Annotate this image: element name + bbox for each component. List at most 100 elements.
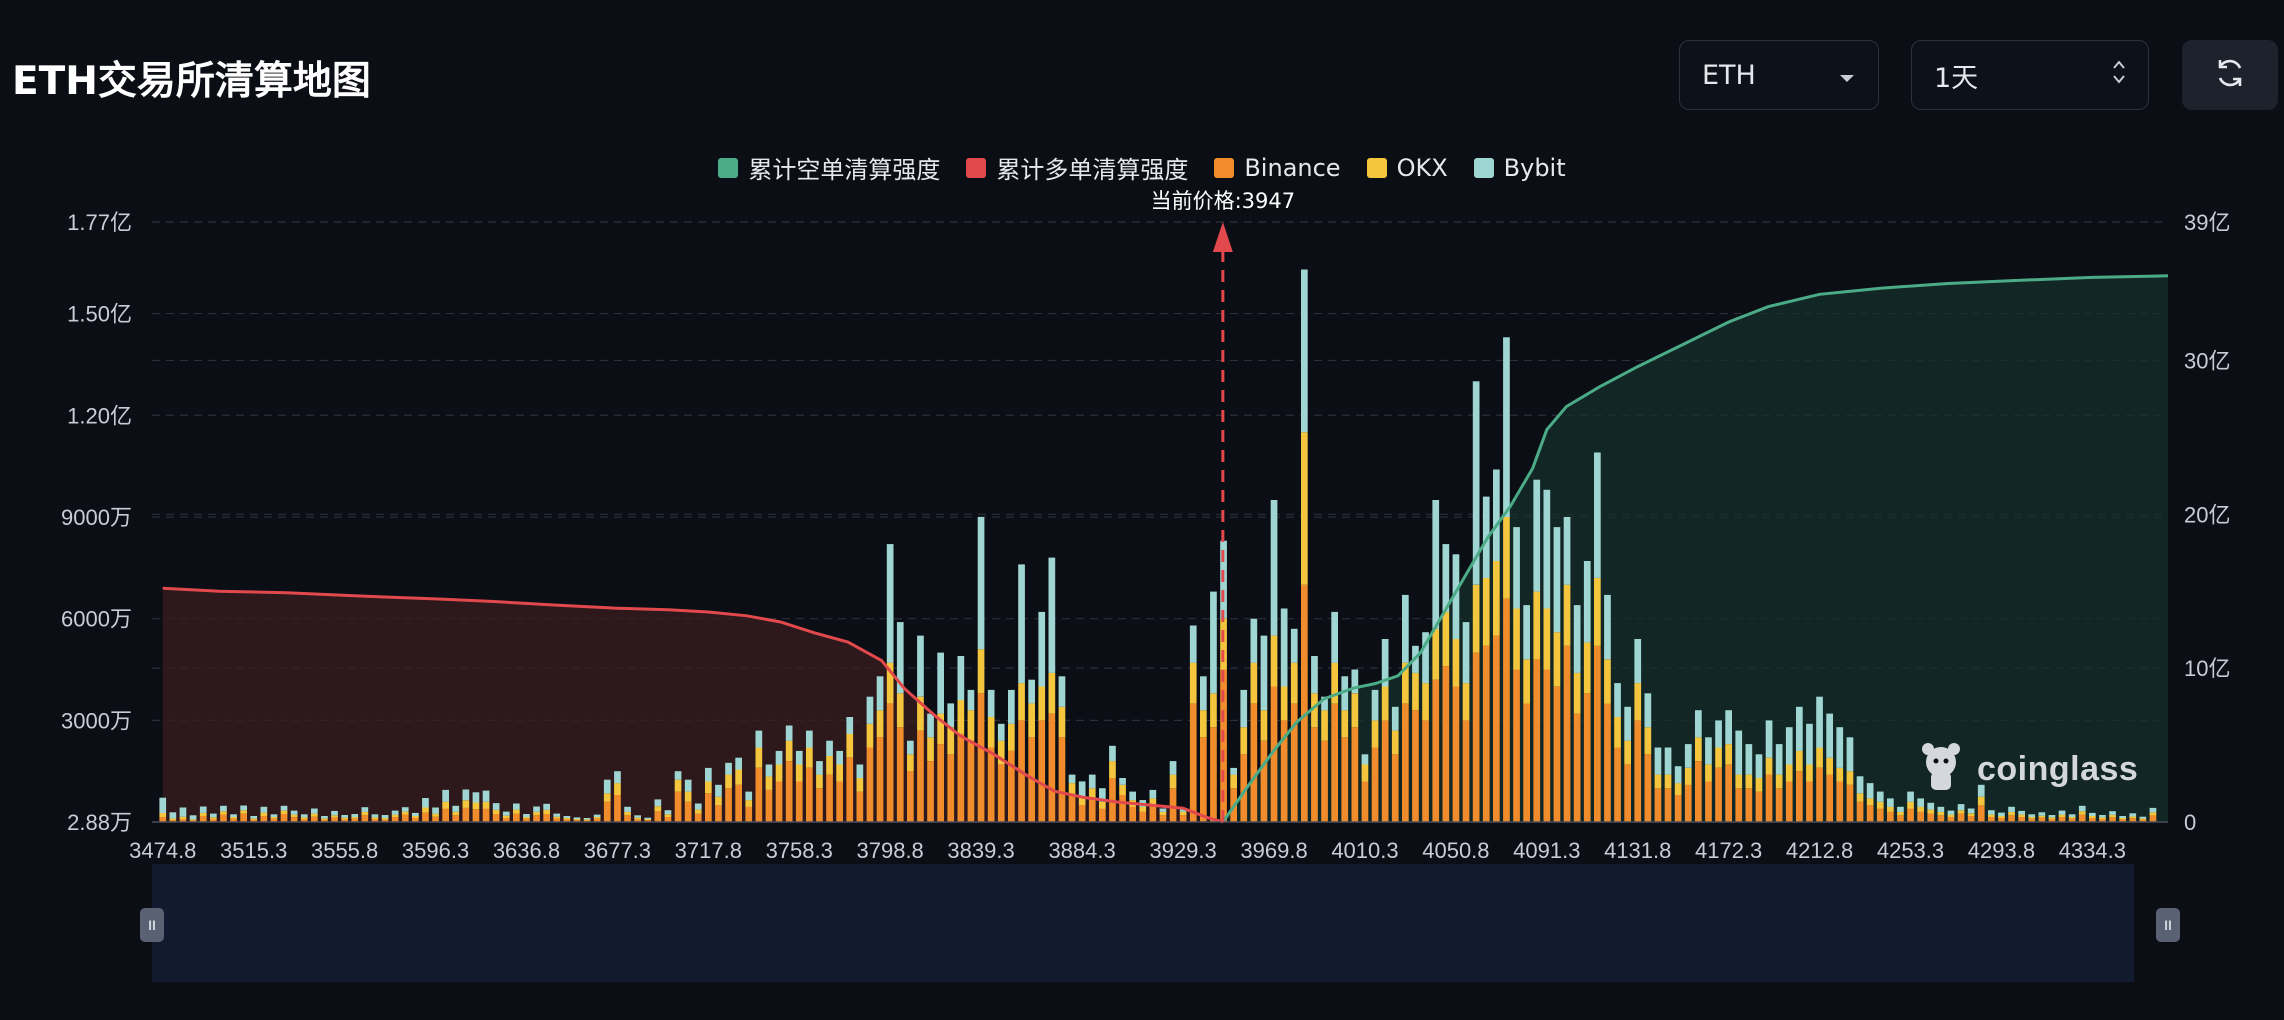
bar-segment-bybit bbox=[664, 810, 672, 815]
bar-segment-okx bbox=[634, 817, 641, 820]
bar-segment-okx bbox=[1088, 788, 1096, 799]
bar-segment-bybit bbox=[371, 814, 379, 818]
chevron-down-icon bbox=[1838, 60, 1856, 91]
bar-segment-okx bbox=[593, 817, 601, 819]
bar-segment-binance bbox=[331, 817, 338, 823]
legend-item-long-cumulative[interactable]: 累计多单清算强度 bbox=[966, 150, 1188, 185]
bar-segment-binance bbox=[967, 740, 975, 823]
bar-segment-bybit bbox=[1533, 479, 1541, 592]
bar-segment-okx bbox=[2018, 814, 2025, 817]
bar-segment-okx bbox=[967, 710, 975, 741]
bar-segment-okx bbox=[644, 819, 652, 820]
chart-legend: 累计空单清算强度 累计多单清算强度 Binance OKX Bybit bbox=[0, 150, 2284, 185]
bar-segment-bybit bbox=[523, 814, 530, 818]
bar-segment-binance bbox=[684, 801, 692, 823]
legend-item-bybit[interactable]: Bybit bbox=[1473, 150, 1566, 185]
coin-select[interactable]: ETH bbox=[1679, 40, 1879, 110]
legend-item-okx[interactable]: OKX bbox=[1366, 150, 1448, 185]
bar-segment-bybit bbox=[795, 750, 803, 765]
bar-segment-okx bbox=[1139, 806, 1147, 812]
bar-segment-bybit bbox=[1614, 683, 1621, 717]
bar-segment-bybit bbox=[1331, 611, 1338, 663]
range-select[interactable]: 1天 bbox=[1911, 40, 2149, 110]
bar-segment-binance bbox=[745, 806, 753, 823]
bar-segment-okx bbox=[1391, 730, 1399, 755]
bar-segment-okx bbox=[1624, 740, 1631, 765]
bar-segment-bybit bbox=[1755, 754, 1763, 778]
bar-segment-okx bbox=[1876, 801, 1884, 809]
bar-segment-binance bbox=[250, 819, 258, 823]
bar-segment-binance bbox=[179, 819, 187, 823]
bar-segment-bybit bbox=[2078, 805, 2086, 812]
refresh-button[interactable] bbox=[2182, 40, 2278, 110]
bar-segment-binance bbox=[846, 757, 854, 823]
cumulative-areas bbox=[162, 275, 2168, 822]
bar-segment-okx bbox=[907, 754, 914, 772]
legend-swatch bbox=[1473, 157, 1494, 178]
zoom-slider-track[interactable] bbox=[152, 864, 2134, 982]
bar-segment-binance bbox=[462, 807, 470, 823]
bar-segment-okx bbox=[614, 783, 621, 795]
bar-segment-okx bbox=[1887, 806, 1894, 812]
bar-segment-bybit bbox=[482, 790, 490, 802]
watermark-text: coinglass bbox=[1977, 750, 2139, 788]
bar-segment-binance bbox=[1553, 686, 1561, 823]
bar-segment-binance bbox=[997, 764, 1005, 823]
bar-segment-binance bbox=[230, 818, 237, 823]
bar-segment-okx bbox=[856, 778, 864, 792]
bar-segment-binance bbox=[1927, 813, 1935, 823]
bar-segment-okx bbox=[1583, 642, 1591, 694]
bar-segment-bybit bbox=[987, 689, 995, 717]
bar-segment-okx bbox=[1735, 774, 1743, 789]
x-tick-label: 3515.3 bbox=[220, 838, 287, 863]
bar-segment-okx bbox=[179, 816, 187, 820]
legend-item-binance[interactable]: Binance bbox=[1214, 150, 1341, 185]
bar-segment-bybit bbox=[1493, 469, 1500, 561]
bar-segment-binance bbox=[1099, 808, 1106, 823]
bar-segment-okx bbox=[1008, 723, 1015, 751]
bar-segment-binance bbox=[300, 819, 308, 823]
bar-segment-bybit bbox=[2028, 814, 2036, 817]
bar-segment-binance bbox=[1240, 754, 1248, 823]
bar-segment-bybit bbox=[1341, 676, 1349, 711]
bar-segment-bybit bbox=[755, 730, 763, 748]
y-left-tick-label: 3000万 bbox=[61, 708, 132, 733]
bar-segment-binance bbox=[1210, 727, 1217, 823]
bar-segment-bybit bbox=[381, 815, 389, 819]
bar-segment-okx bbox=[735, 769, 742, 785]
bar-segment-okx bbox=[472, 802, 480, 810]
bar-segment-okx bbox=[937, 713, 944, 745]
bar-segment-binance bbox=[1058, 737, 1066, 823]
bar-segment-binance bbox=[694, 813, 702, 823]
bar-segment-binance bbox=[977, 693, 985, 823]
bar-segment-bybit bbox=[1715, 720, 1722, 748]
bar-segment-binance bbox=[947, 754, 955, 823]
bar-segment-binance bbox=[169, 820, 177, 823]
bar-segment-okx bbox=[2068, 817, 2076, 819]
zoom-slider-left-handle[interactable]: II bbox=[140, 908, 164, 942]
bar-segment-okx bbox=[1856, 793, 1864, 802]
coinglass-watermark: coinglass bbox=[1915, 740, 2138, 799]
bar-segment-bybit bbox=[199, 806, 207, 813]
bar-segment-bybit bbox=[1654, 747, 1662, 775]
bar-segment-bybit bbox=[896, 622, 904, 694]
legend-item-short-cumulative[interactable]: 累计空单清算强度 bbox=[718, 150, 940, 185]
bar-segment-okx bbox=[1775, 774, 1783, 789]
bar-segment-okx bbox=[1785, 764, 1793, 782]
legend-swatch bbox=[718, 157, 739, 178]
zoom-slider-right-handle[interactable]: II bbox=[2156, 908, 2180, 942]
x-tick-label: 3677.3 bbox=[584, 838, 651, 863]
bar-segment-okx bbox=[2038, 815, 2046, 818]
bar-segment-okx bbox=[1553, 632, 1561, 687]
x-tick-label: 3798.8 bbox=[857, 838, 924, 863]
bar-segment-binance bbox=[1472, 652, 1480, 823]
bar-segment-binance bbox=[563, 819, 571, 823]
bar-segment-binance bbox=[1493, 635, 1500, 823]
bar-segment-binance bbox=[1462, 720, 1470, 823]
bar-segment-binance bbox=[1684, 784, 1692, 823]
bar-segment-binance bbox=[1674, 795, 1682, 823]
x-tick-label: 3474.8 bbox=[129, 838, 196, 863]
bar-segment-bybit bbox=[1897, 806, 1904, 812]
up-down-chevron-icon bbox=[2112, 59, 2126, 92]
legend-label: Binance bbox=[1244, 153, 1341, 182]
